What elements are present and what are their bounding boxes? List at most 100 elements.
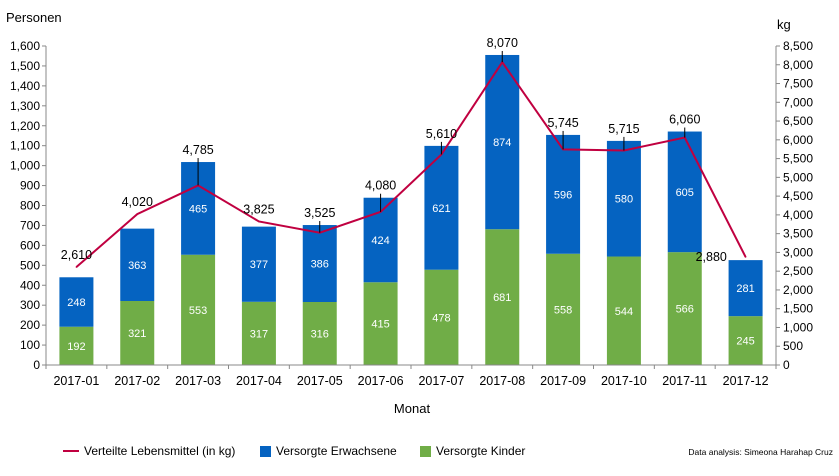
y-right-tick-label: 500 [783,339,803,353]
data-label-erwachsene: 424 [371,235,389,247]
x-tick-label: 2017-09 [540,374,586,388]
data-label-lebensmittel: 5,715 [608,122,639,136]
bar-kinder [728,316,763,365]
y-right-tick-label: 8,000 [783,58,813,72]
bar-kinder [120,301,155,365]
x-tick-label: 2017-08 [479,374,525,388]
data-label-kinder: 415 [371,319,389,331]
y-right-tick-label: 1,000 [783,320,813,334]
data-label-erwachsene: 386 [311,259,329,271]
data-label-erwachsene: 363 [128,260,146,272]
legend: Verteilte Lebensmittel (in kg) Versorgte… [63,444,525,458]
legend-swatch-kinder [420,446,431,457]
x-tick-label: 2017-01 [53,374,99,388]
x-tick-label: 2017-07 [418,374,464,388]
data-label-kinder: 566 [676,304,694,316]
x-tick-label: 2017-05 [297,374,343,388]
bar-kinder [181,254,216,365]
axes-layer: 2017-01 2017-02 2017-03 2017-04 2017-05 2017-… [10,39,813,388]
y-left-tick-label: 0 [33,358,40,372]
data-label-kinder: 544 [615,306,633,318]
data-label-kinder: 316 [311,328,329,340]
data-label-erwachsene: 248 [67,297,85,309]
data-label-lebensmittel: 5,610 [426,127,457,141]
y-left-tick-label: 1,500 [10,59,40,73]
data-label-lebensmittel: 8,070 [487,36,518,50]
line-point [258,220,260,223]
bar-erwachsene [59,277,94,327]
data-label-kinder: 317 [250,328,268,340]
y-left-tick-label: 1,600 [10,39,40,53]
y-right-tick-label: 3,000 [783,245,813,259]
x-tick-label: 2017-10 [601,374,647,388]
data-label-lebensmittel: 6,060 [669,113,700,127]
y-right-tick-label: 4,500 [783,189,813,203]
y-left-tick-label: 100 [20,338,40,352]
bar-kinder [363,282,398,365]
y-left-tick-label: 400 [20,278,40,292]
bar-kinder [546,253,581,365]
bar-kinder [241,301,276,365]
data-label-lebensmittel: 5,745 [547,116,578,130]
y-left-tick-label: 1,200 [10,119,40,133]
data-label-erwachsene: 605 [676,187,694,199]
line-point [744,256,747,258]
y-right-tick-label: 2,000 [783,283,813,297]
y-left-tick-label: 600 [20,238,40,252]
bar-kinder [606,256,641,365]
x-tick-label: 2017-06 [358,374,404,388]
bar-kinder [302,301,337,365]
data-label-erwachsene: 621 [432,203,450,215]
y-left-tick-label: 500 [20,258,40,272]
y-left-tick-label: 1,300 [10,99,40,113]
bar-erwachsene [120,228,155,302]
y-right-axis-title: kg [777,17,791,32]
credit-text: Data analysis: Simeona Harahap Cruz [688,447,833,457]
y-left-axis-title: Personen [6,10,62,25]
data-label-erwachsene: 377 [250,259,268,271]
data-label-erwachsene: 580 [615,194,633,206]
legend-label-line: Verteilte Lebensmittel (in kg) [84,444,235,458]
x-tick-label: 2017-12 [723,374,769,388]
data-label-lebensmittel: 4,080 [365,179,396,193]
y-right-tick-label: 4,000 [783,208,813,222]
x-axis-title: Monat [394,401,431,416]
data-label-lebensmittel: 4,785 [182,143,213,157]
bar-erwachsene [728,260,763,317]
data-label-erwachsene: 596 [554,189,572,201]
y-right-tick-label: 7,500 [783,77,813,91]
data-label-lebensmittel: 4,020 [122,195,153,209]
y-left-tick-label: 700 [20,218,40,232]
y-right-tick-label: 2,500 [783,264,813,278]
data-label-erwachsene: 281 [736,283,754,295]
x-tick-label: 2017-11 [662,374,707,388]
y-right-tick-label: 1,500 [783,302,813,316]
data-label-kinder: 558 [554,304,572,316]
line-lebensmittel [75,60,747,268]
y-left-tick-label: 900 [20,179,40,193]
y-right-tick-label: 5,000 [783,170,813,184]
bar-erwachsene [302,225,337,302]
y-left-tick-label: 1,000 [10,159,40,173]
legend-label-kinder: Versorgte Kinder [436,444,525,458]
data-label-kinder: 192 [67,341,85,353]
data-label-erwachsene: 874 [493,137,511,149]
bar-erwachsene [606,140,641,257]
x-tick-label: 2017-03 [175,374,221,388]
data-label-lebensmittel: 2,880 [696,250,727,264]
bar-erwachsene [485,54,520,230]
y-left-tick-label: 300 [20,298,40,312]
bar-kinder [667,252,702,365]
bar-kinder [485,229,520,365]
line-point [136,213,139,215]
data-label-lebensmittel: 3,525 [304,206,335,220]
x-tick-label: 2017-04 [236,374,282,388]
data-label-kinder: 478 [432,312,450,324]
data-label-kinder: 681 [493,292,511,304]
data-label-kinder: 321 [128,328,146,340]
x-tick-label: 2017-02 [114,374,160,388]
line-point [75,266,78,268]
y-right-tick-label: 3,500 [783,227,813,241]
